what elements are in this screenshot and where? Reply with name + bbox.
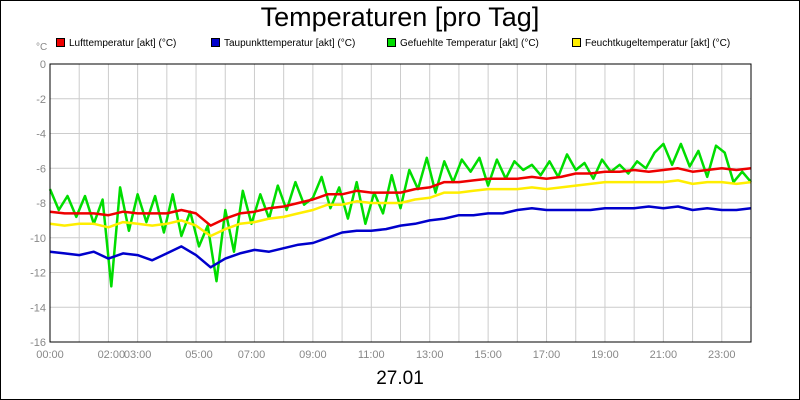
y-tick-label: -8 [36, 198, 46, 210]
x-tick-label: 17:00 [533, 349, 561, 361]
legend-item-dew-point: Taupunkttemperatur [akt] (°C) [211, 37, 355, 49]
y-tick-label: -12 [30, 268, 46, 280]
x-tick-label: 02:00 [98, 349, 126, 361]
x-tick-label: 13:00 [416, 349, 444, 361]
legend-swatch [56, 37, 65, 47]
legend-item-air-temp: Lufttemperatur [akt] (°C) [56, 37, 176, 49]
legend-item-felt-temp: Gefuehlte Temperatur [akt] (°C) [387, 37, 539, 49]
x-tick-label: 07:00 [238, 349, 266, 361]
plot-area [49, 63, 752, 343]
y-tick-label: -14 [30, 302, 46, 314]
y-tick-label: 0 [40, 59, 46, 71]
legend-swatch [211, 37, 220, 47]
x-tick-label: 11:00 [358, 349, 385, 361]
x-tick-label: 23:00 [708, 349, 736, 361]
y-axis: 0 -2 -4 -6 -8 -10 -12 -14 -16 [30, 59, 46, 349]
y-tick-label: -16 [30, 337, 46, 349]
series-line-0 [49, 167, 752, 227]
x-tick-label: 09:00 [299, 349, 327, 361]
x-tick-label: 21:00 [650, 349, 678, 361]
legend-item-wet-bulb: Feuchtkugeltemperatur [akt] (°C) [572, 37, 730, 49]
series-line-3 [49, 179, 752, 238]
legend-swatch [387, 37, 396, 47]
x-tick-label: 19:00 [591, 349, 619, 361]
series-line-2 [48, 142, 752, 288]
y-tick-label: -10 [30, 233, 46, 245]
date-label: 27.01 [376, 368, 424, 389]
y-tick-label: -4 [36, 129, 46, 141]
x-tick-label: 05:00 [185, 349, 213, 361]
x-tick-label: 03:00 [124, 349, 152, 361]
legend-swatch [572, 37, 581, 47]
series-lines [48, 142, 752, 288]
x-tick-label: 15:00 [474, 349, 502, 361]
series-line-1 [49, 205, 752, 269]
y-axis-unit: °C [36, 42, 48, 53]
y-tick-label: -2 [36, 94, 46, 106]
y-tick-label: -6 [36, 163, 46, 175]
x-tick-label: 00:00 [36, 349, 64, 361]
chart-title: Temperaturen [pro Tag] [260, 2, 540, 32]
